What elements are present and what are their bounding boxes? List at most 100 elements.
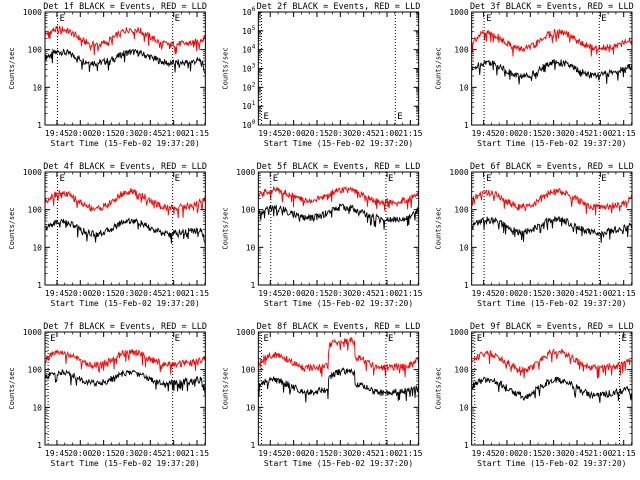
y-axis-label: Counts/sec	[435, 367, 443, 409]
panel-det-5: Det 5f BLACK = Events, RED = LLD E E 1 10 100…	[221, 162, 422, 308]
y-axis-label: Counts/sec	[8, 207, 16, 249]
x-tick-label: 20:15	[518, 289, 542, 298]
x-tick-label: 20:30	[542, 289, 566, 298]
y-tick-label: 10	[246, 403, 256, 412]
y-axis-label: Counts/sec	[221, 207, 229, 249]
y-tick-label: 1000	[23, 8, 42, 17]
event-marker-label: E	[388, 334, 393, 344]
plot-frame	[44, 11, 206, 126]
plot-frame	[471, 331, 633, 446]
y-tick-label: 10	[32, 243, 42, 252]
x-tick-label: 21:15	[398, 449, 422, 458]
event-marker-label: E	[263, 112, 268, 122]
event-marker-label: E	[397, 112, 402, 122]
panel-det-6: Det 6f BLACK = Events, RED = LLD E E 1 10 100…	[435, 162, 636, 308]
y-tick-label: 10	[32, 403, 42, 412]
x-tick-label: 20:15	[305, 129, 329, 138]
lld-series-line	[44, 188, 206, 219]
lld-series-line	[44, 349, 206, 375]
event-marker-label: E	[175, 174, 180, 184]
panel-det-1: Det 1f BLACK = Events, RED = LLD E E 1 10 100…	[8, 2, 209, 148]
x-tick-label: 21:00	[375, 129, 399, 138]
event-marker-label: E	[263, 334, 268, 344]
y-tick-label: 10	[459, 83, 469, 92]
x-tick-label: 19:45	[258, 289, 282, 298]
panel-title: Det 1f BLACK = Events, RED = LLD	[43, 2, 207, 12]
plot-frame	[257, 171, 420, 286]
x-axis-label: Start Time (15-Feb-02 19:37:20)	[51, 139, 200, 148]
x-tick-label: 19:45	[258, 449, 282, 458]
panel-title: Det 7f BLACK = Events, RED = LLD	[43, 322, 207, 332]
x-tick-label: 20:45	[138, 289, 162, 298]
event-marker-label: E	[175, 334, 180, 344]
y-tick-label: 1	[37, 121, 42, 130]
events-series-line	[44, 48, 206, 74]
y-tick-label: 100	[241, 206, 256, 215]
x-tick-label: 21:15	[612, 129, 636, 138]
y-tick-label: 10	[32, 83, 42, 92]
plot-frame	[471, 11, 633, 126]
y-tick-label: 100	[242, 119, 256, 130]
x-tick-label: 21:00	[162, 129, 186, 138]
x-tick-label: 20:45	[565, 289, 589, 298]
panel-det-3: Det 3f BLACK = Events, RED = LLD E E 1 10 100…	[435, 2, 636, 148]
event-marker-label: E	[601, 174, 606, 184]
event-marker-label: E	[59, 174, 64, 184]
x-tick-label: 20:15	[305, 289, 329, 298]
event-marker-label: E	[273, 174, 278, 184]
y-tick-label: 105	[242, 25, 256, 36]
y-tick-label: 10	[459, 243, 469, 252]
x-tick-label: 20:00	[282, 129, 306, 138]
plot-frame	[257, 11, 420, 126]
y-tick-label: 100	[28, 366, 43, 375]
event-marker-label: E	[388, 174, 393, 184]
y-tick-label: 100	[241, 366, 256, 375]
y-tick-label: 100	[28, 46, 43, 55]
x-tick-label: 20:45	[352, 289, 376, 298]
x-tick-label: 19:45	[45, 449, 69, 458]
y-tick-label: 102	[242, 81, 256, 92]
y-tick-label: 100	[28, 206, 43, 215]
x-tick-label: 20:15	[518, 449, 542, 458]
x-axis-label: Start Time (15-Feb-02 19:37:20)	[264, 459, 413, 468]
y-axis-label: Counts/sec	[435, 207, 443, 249]
event-marker-label: E	[175, 14, 180, 24]
event-marker-label: E	[50, 334, 55, 344]
y-tick-label: 100	[454, 366, 469, 375]
x-tick-label: 20:30	[542, 129, 566, 138]
x-tick-label: 20:30	[115, 129, 139, 138]
y-tick-label: 100	[454, 206, 469, 215]
events-series-line	[471, 215, 633, 243]
x-tick-label: 20:00	[495, 289, 519, 298]
y-tick-label: 1	[464, 441, 469, 450]
x-tick-label: 20:30	[115, 289, 139, 298]
panel-title: Det 6f BLACK = Events, RED = LLD	[470, 162, 634, 172]
x-tick-label: 20:00	[68, 449, 92, 458]
events-series-line	[44, 368, 206, 396]
y-tick-label: 1000	[236, 168, 255, 177]
y-tick-label: 1000	[449, 8, 468, 17]
panel-title: Det 5f BLACK = Events, RED = LLD	[257, 162, 421, 172]
y-axis-label: Counts/sec	[8, 367, 16, 409]
x-tick-label: 20:45	[138, 129, 162, 138]
x-axis-label: Start Time (15-Feb-02 19:37:20)	[477, 299, 626, 308]
x-tick-label: 21:00	[588, 289, 612, 298]
events-series-line	[44, 217, 206, 247]
plot-frame	[44, 331, 206, 446]
panel-title: Det 3f BLACK = Events, RED = LLD	[470, 2, 634, 12]
x-tick-label: 21:00	[162, 289, 186, 298]
x-axis-label: Start Time (15-Feb-02 19:37:20)	[51, 299, 200, 308]
x-tick-label: 20:00	[495, 129, 519, 138]
panel-det-7: Det 7f BLACK = Events, RED = LLD E E 1 10 100…	[8, 322, 209, 468]
y-tick-label: 1	[251, 281, 256, 290]
x-tick-label: 21:15	[185, 449, 209, 458]
y-tick-label: 104	[242, 44, 256, 55]
x-tick-label: 20:15	[92, 289, 116, 298]
x-axis-label: Start Time (15-Feb-02 19:37:20)	[477, 139, 626, 148]
x-tick-label: 20:00	[68, 289, 92, 298]
x-tick-label: 20:00	[68, 129, 92, 138]
event-marker-label: E	[601, 14, 606, 24]
y-tick-label: 1	[464, 121, 469, 130]
x-tick-label: 20:15	[518, 129, 542, 138]
